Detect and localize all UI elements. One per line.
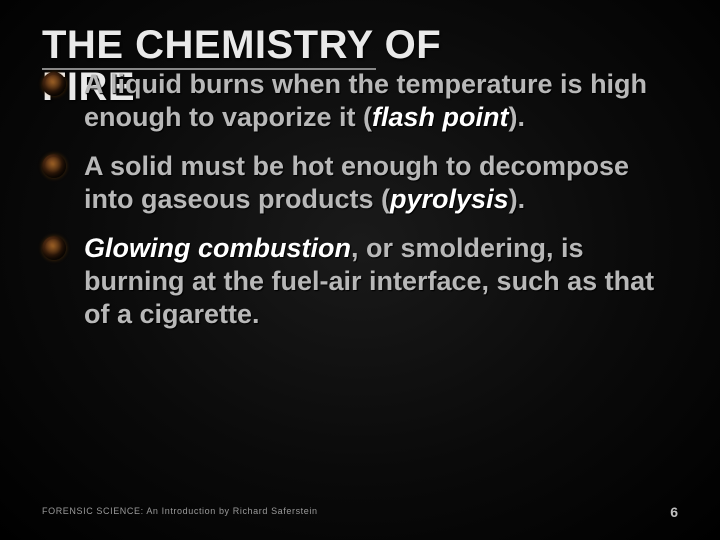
fire-bullet-icon [42,154,66,178]
fire-bullet-icon [42,236,66,260]
page-number: 6 [670,504,678,520]
slide: THE CHEMISTRY OF FIRE A liquid burns whe… [0,0,720,540]
bullet-text-post: ). [509,184,526,214]
list-item: Glowing combustion, or smoldering, is bu… [42,232,678,331]
highlight-term: Glowing combustion [84,233,351,263]
highlight-term: pyrolysis [390,184,509,214]
footer-attribution: FORENSIC SCIENCE: An Introduction by Ric… [42,506,318,516]
fire-bullet-icon [42,72,66,96]
list-item: A liquid burns when the temperature is h… [42,68,678,134]
bullet-text-pre: A solid must be hot enough to decompose … [84,151,629,214]
bullet-text-pre: A liquid burns when the temperature is h… [84,69,647,132]
list-item: A solid must be hot enough to decompose … [42,150,678,216]
bullet-list: A liquid burns when the temperature is h… [42,68,678,331]
bullet-text-post: ). [509,102,526,132]
highlight-term: flash point [372,102,509,132]
title-line-1: THE CHEMISTRY OF [42,23,441,67]
